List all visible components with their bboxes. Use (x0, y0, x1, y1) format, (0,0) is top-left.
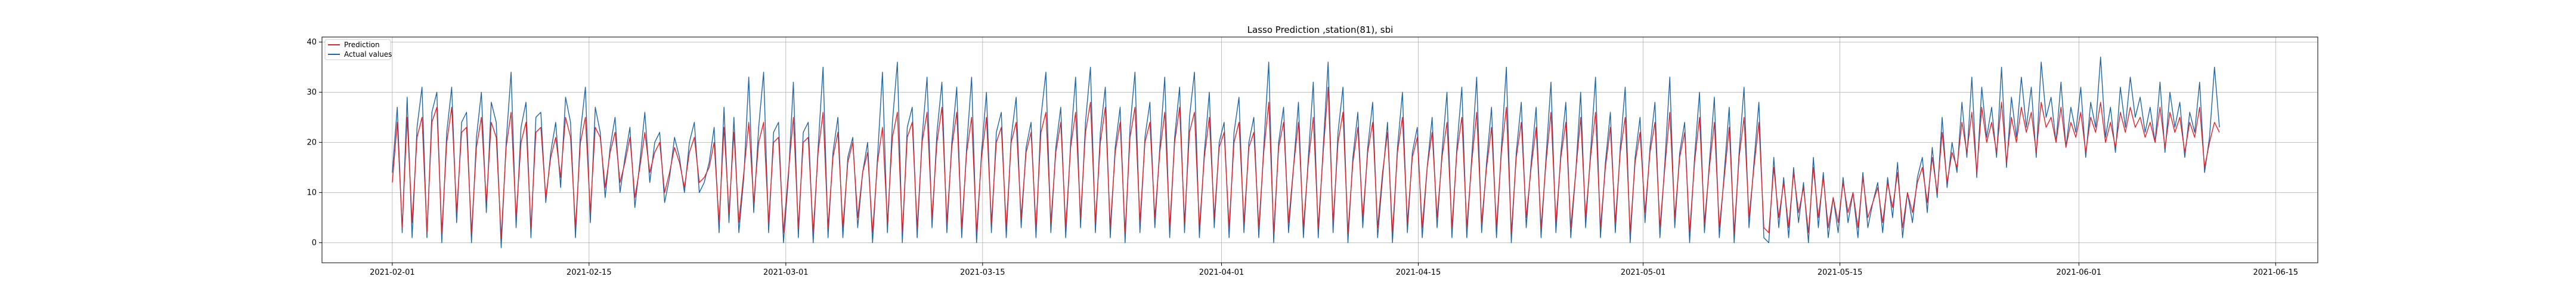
y-tick-label: 20 (306, 138, 317, 147)
legend-label-prediction: Prediction (344, 41, 380, 49)
x-tick-label: 2021-04-15 (1396, 268, 1441, 277)
y-tick-label: 40 (306, 38, 317, 47)
gridlines (322, 37, 2318, 263)
x-tick-label: 2021-05-01 (1621, 268, 1666, 277)
y-tick-label: 30 (306, 88, 317, 97)
legend-box (324, 39, 391, 60)
series-line-actual-values (392, 56, 2220, 248)
x-tick-label: 2021-02-15 (566, 268, 612, 277)
y-axis: 0 10 20 30 40 (306, 38, 322, 247)
y-tick-label: 0 (312, 238, 317, 247)
x-tick-label: 2021-06-01 (2057, 268, 2102, 277)
x-tick-label: 2021-03-01 (763, 268, 809, 277)
x-tick-label: 2021-04-01 (1199, 268, 1244, 277)
x-tick-label: 2021-05-15 (1818, 268, 1863, 277)
y-tick-label: 10 (306, 188, 317, 197)
x-tick-label: 2021-03-15 (960, 268, 1005, 277)
series-line-prediction (392, 87, 2220, 238)
x-axis: 2021-02-01 2021-02-15 2021-03-01 2021-03-15… (370, 263, 2298, 277)
x-tick-label: 2021-02-01 (370, 268, 415, 277)
series-layer (392, 56, 2220, 248)
plot-frame (321, 36, 2318, 263)
legend-label-actual-values: Actual values (344, 50, 392, 59)
legend: Prediction Actual values (324, 39, 392, 60)
x-tick-label: 2021-06-15 (2253, 268, 2299, 277)
chart-title: Lasso Prediction ,station(81), sbi (1247, 24, 1394, 35)
